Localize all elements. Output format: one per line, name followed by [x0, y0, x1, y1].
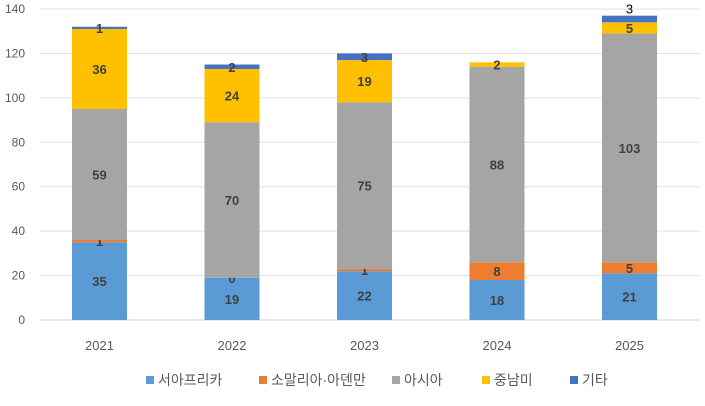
x-tick-label: 2023: [350, 338, 379, 353]
data-label: 88: [490, 158, 504, 173]
y-tick-label: 140: [5, 2, 25, 16]
legend-label: 소말리아·아덴만: [271, 372, 366, 388]
data-label: 75: [357, 179, 371, 194]
legend-label: 중남미: [494, 372, 533, 388]
x-tick-label: 2024: [483, 338, 512, 353]
data-label: 5: [626, 261, 633, 276]
data-label: 8: [493, 264, 500, 279]
data-label: 1: [361, 263, 368, 278]
y-tick-label: 80: [12, 135, 26, 149]
bar-segment: [602, 262, 657, 274]
y-tick-label: 40: [12, 224, 26, 238]
data-label: 2: [228, 60, 235, 75]
legend-swatch: [392, 376, 400, 384]
bar-segment: [469, 62, 525, 67]
bar-segment: [602, 33, 657, 263]
y-tick-label: 100: [5, 91, 25, 105]
data-label: 1: [96, 234, 103, 249]
legend-swatch: [482, 376, 490, 384]
data-label: 22: [357, 289, 371, 304]
bar-segment: [469, 66, 525, 263]
legend-swatch: [570, 376, 578, 384]
data-label: 2: [493, 58, 500, 73]
bar-segment: [602, 22, 657, 34]
bar-segment: [469, 262, 525, 281]
bar-segment: [469, 280, 525, 320]
data-label: 5: [626, 21, 633, 36]
data-label: 19: [357, 74, 371, 89]
x-tick-label: 2022: [218, 338, 247, 353]
legend-swatch: [146, 376, 154, 384]
bar-segment: [72, 28, 127, 109]
y-tick-label: 20: [12, 269, 26, 283]
data-label: 18: [490, 293, 504, 308]
bar-segment: [72, 242, 127, 320]
bar-segment: [204, 64, 260, 69]
y-tick-label: 120: [5, 46, 25, 60]
bar-segment: [337, 60, 392, 103]
data-label: 103: [619, 141, 641, 156]
data-label: 36: [92, 62, 106, 77]
bar-segment: [72, 240, 127, 243]
legend-label: 아시아: [404, 372, 443, 388]
bar-segment: [337, 268, 392, 272]
bar-segment: [337, 102, 392, 269]
bar-segment: [72, 26, 127, 29]
data-label: 0: [228, 271, 235, 286]
data-label: 3: [626, 2, 633, 17]
data-label: 70: [225, 193, 239, 208]
data-label: 1: [96, 21, 103, 36]
bar-segment: [204, 277, 260, 320]
bar-segment: [602, 273, 657, 320]
bar-segment: [204, 122, 260, 278]
data-label: 19: [225, 292, 239, 307]
x-tick-label: 2025: [615, 338, 644, 353]
data-label: 35: [92, 274, 106, 289]
data-label: 21: [622, 290, 636, 305]
legend-swatch: [259, 376, 267, 384]
bar-segment: [72, 108, 127, 241]
bar-segment: [602, 15, 657, 23]
y-tick-label: 60: [12, 180, 26, 194]
legend-label: 서아프리카: [158, 372, 223, 388]
bar-segment: [337, 53, 392, 61]
data-label: 24: [225, 89, 240, 104]
x-tick-label: 2021: [85, 338, 114, 353]
data-label: 59: [92, 167, 106, 182]
y-tick-label: 0: [18, 313, 25, 327]
bar-segment: [337, 271, 392, 320]
legend-label: 기타: [582, 372, 608, 388]
data-label: 3: [361, 50, 368, 65]
bar-segment: [204, 68, 260, 123]
